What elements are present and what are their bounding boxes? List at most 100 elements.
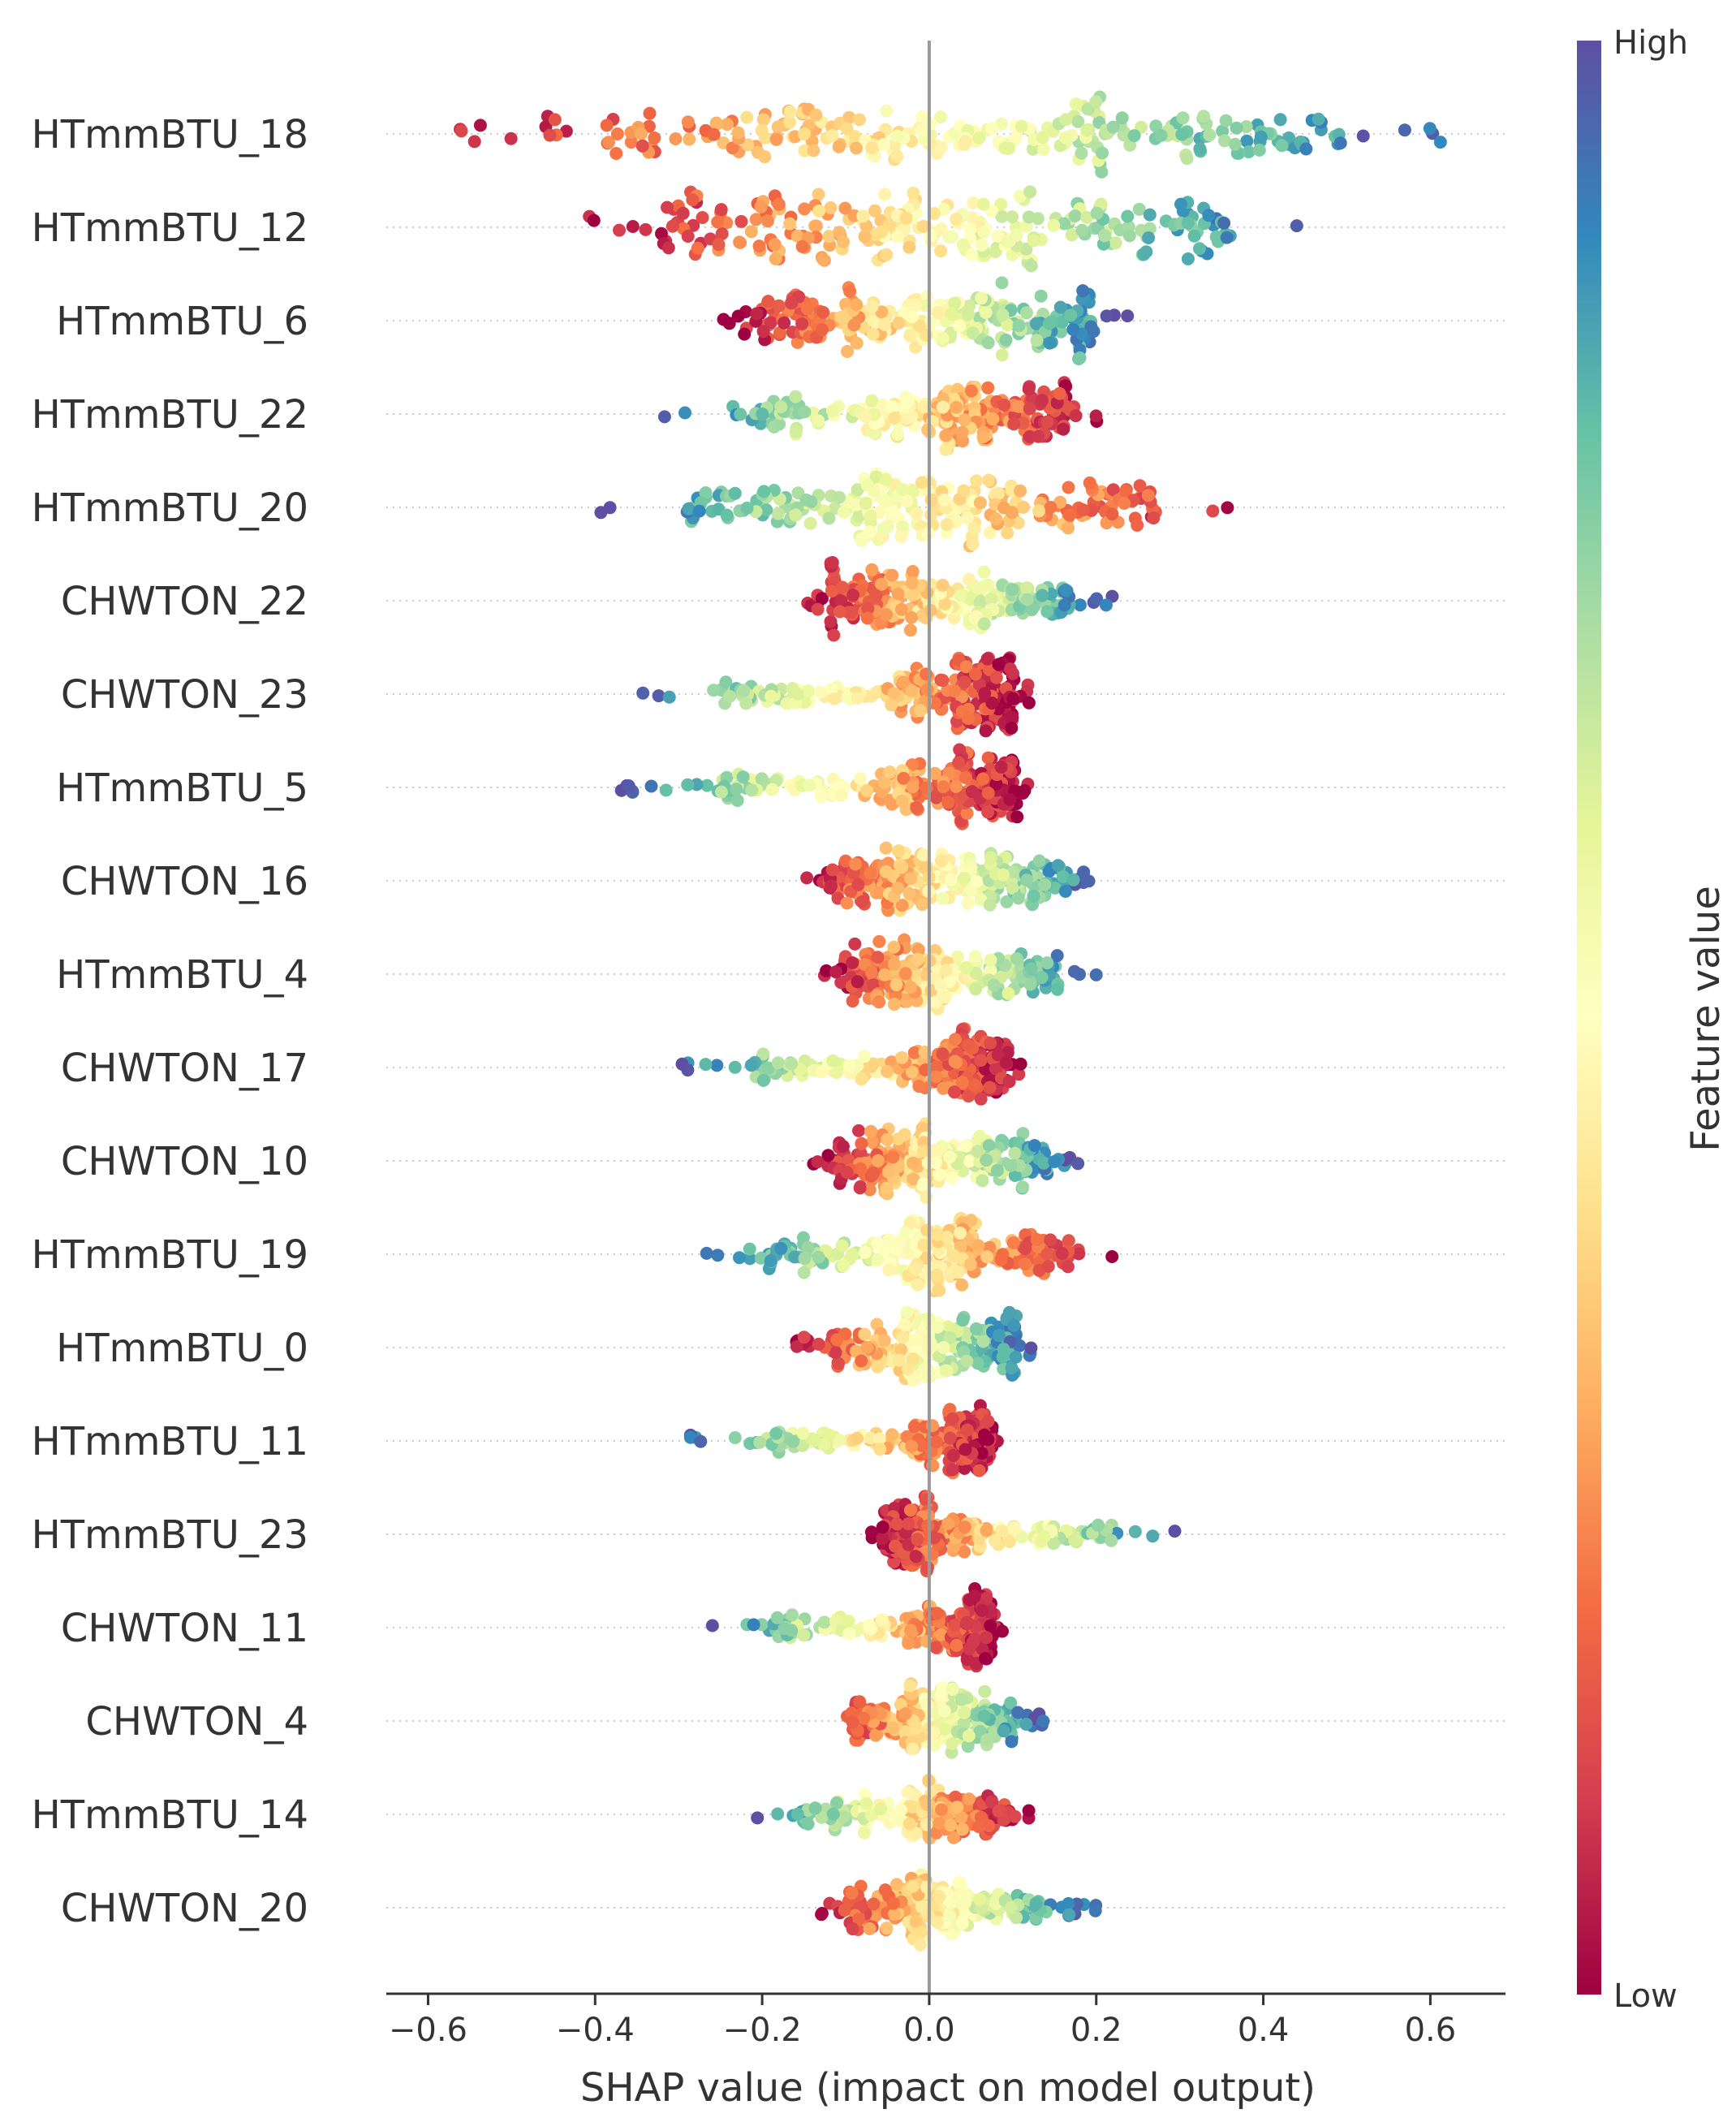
shap-point <box>1014 1058 1027 1071</box>
shap-point <box>1035 290 1048 303</box>
shap-point <box>1041 416 1054 429</box>
shap-point <box>962 1039 975 1052</box>
shap-point <box>911 1533 924 1546</box>
shap-point <box>1023 185 1036 198</box>
shap-point <box>681 778 694 791</box>
shap-point <box>900 494 913 507</box>
shap-point <box>1003 1535 1016 1548</box>
shap-point <box>1003 1075 1016 1088</box>
shap-point <box>1105 507 1118 520</box>
shap-point <box>802 1241 815 1254</box>
shap-point <box>911 507 924 520</box>
shap-point <box>858 1827 871 1839</box>
shap-point <box>588 214 601 227</box>
shap-point <box>849 857 862 870</box>
shap-point <box>861 479 874 492</box>
shap-point <box>1045 501 1058 514</box>
shap-point <box>737 684 750 697</box>
shap-point <box>756 408 769 421</box>
shap-point <box>1019 1257 1032 1270</box>
shap-point <box>1031 1233 1044 1246</box>
shap-point <box>1043 317 1056 330</box>
shap-point <box>774 400 787 413</box>
shap-point <box>1071 1157 1084 1170</box>
shap-point <box>1182 252 1195 265</box>
shap-point <box>955 1693 968 1706</box>
shap-point <box>1230 122 1243 135</box>
shap-point <box>1118 497 1131 510</box>
feature-points <box>815 1868 1102 1951</box>
shap-point <box>930 1435 943 1448</box>
shap-point <box>872 1154 885 1167</box>
shap-point <box>973 1130 986 1143</box>
shap-point <box>891 428 904 441</box>
shap-point <box>974 1054 987 1067</box>
shap-point <box>910 1550 923 1563</box>
shap-point <box>842 1628 855 1641</box>
shap-point <box>1091 207 1104 220</box>
shap-point <box>812 414 825 427</box>
shap-point <box>906 310 919 323</box>
shap-point <box>1274 113 1287 126</box>
shap-point <box>945 873 958 886</box>
shap-point <box>1001 235 1014 248</box>
shap-point <box>907 780 920 793</box>
shap-point <box>812 188 825 201</box>
shap-point <box>613 224 626 237</box>
shap-point <box>1033 855 1046 868</box>
shap-point <box>1144 209 1157 222</box>
shap-point <box>920 1818 933 1831</box>
shap-point <box>904 981 917 994</box>
shap-point <box>970 1322 983 1335</box>
shap-point <box>937 579 950 592</box>
shap-point <box>1116 111 1129 124</box>
shap-point <box>970 474 983 487</box>
shap-point <box>729 487 742 500</box>
shap-point <box>1023 382 1036 395</box>
shap-point <box>865 141 878 154</box>
shap-point <box>837 1140 850 1153</box>
shap-point <box>958 1706 971 1719</box>
shap-point <box>816 323 829 336</box>
shap-point <box>981 805 994 818</box>
shap-point <box>757 113 770 126</box>
shap-point <box>975 1093 988 1106</box>
shap-point <box>933 1817 946 1830</box>
shap-point <box>804 517 817 530</box>
shap-point <box>969 982 982 995</box>
shap-point <box>825 201 838 214</box>
shap-point <box>930 791 943 804</box>
shap-point <box>888 998 901 1011</box>
shap-point <box>1040 956 1053 969</box>
shap-point <box>872 995 885 1008</box>
shap-point <box>940 429 953 442</box>
shap-point <box>800 871 813 884</box>
shap-point <box>808 1434 821 1447</box>
shap-point <box>958 413 971 426</box>
shap-point <box>1059 132 1072 144</box>
shap-point <box>640 223 653 236</box>
shap-point <box>1424 122 1437 135</box>
shap-point <box>1020 873 1033 886</box>
shap-point <box>910 1722 923 1735</box>
shap-point <box>846 1248 859 1261</box>
shap-point <box>753 1436 766 1449</box>
shap-point <box>1025 260 1038 273</box>
shap-point <box>816 253 829 266</box>
shap-point <box>807 144 820 157</box>
shap-point <box>865 966 878 979</box>
shap-point <box>957 485 970 498</box>
shap-point <box>905 684 918 697</box>
feature-points <box>583 185 1303 272</box>
shap-point <box>937 674 950 687</box>
shap-point <box>812 1251 825 1264</box>
shap-point <box>1042 1260 1055 1273</box>
shap-point <box>950 213 963 226</box>
shap-point <box>902 1786 915 1799</box>
feature-points <box>790 1306 1038 1387</box>
shap-point <box>947 1449 960 1462</box>
shap-point <box>1100 598 1113 611</box>
shap-point <box>666 220 679 233</box>
shap-point <box>972 1820 985 1833</box>
shap-point <box>847 319 860 332</box>
